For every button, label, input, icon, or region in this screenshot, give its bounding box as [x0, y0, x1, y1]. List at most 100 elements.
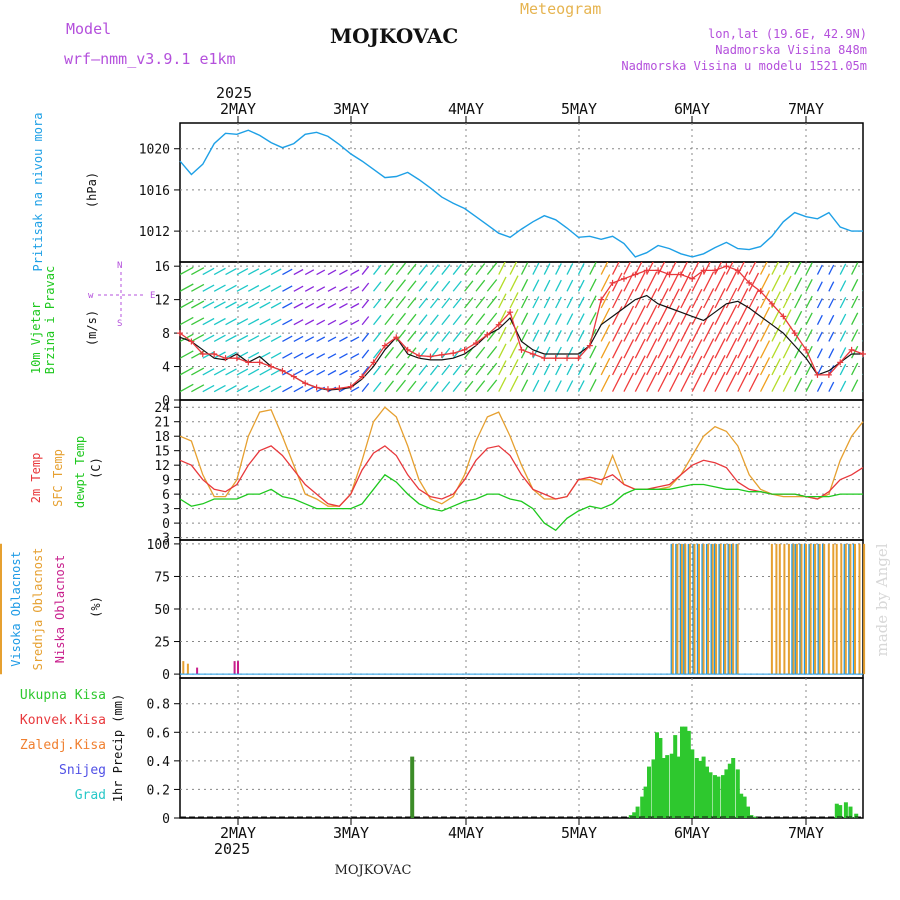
mid-cloud-bar [840, 543, 843, 675]
precip-bar [680, 726, 684, 818]
wind-arrow [543, 363, 551, 376]
wind-arrow [441, 364, 451, 376]
wind-arrow [361, 265, 370, 275]
precip-bar [848, 806, 853, 818]
mid-cloud-bar [693, 543, 696, 675]
precip-bar [632, 812, 637, 818]
wind-arrow [498, 310, 507, 326]
precip-bar [742, 796, 747, 818]
wind-arrow [395, 312, 407, 326]
wind-arrow [464, 297, 474, 309]
wind-arrow [282, 268, 293, 276]
wind-gust-marker [177, 330, 183, 337]
wind-arrow [373, 314, 382, 326]
wind-arrow [441, 347, 451, 359]
wind-arrow [680, 271, 692, 292]
wind-arrow [680, 262, 688, 275]
wind-arrow [851, 262, 859, 275]
wind-arrow [259, 284, 271, 292]
wind-arrow [623, 339, 635, 359]
x-tick-label-top: 7MAY [788, 100, 824, 118]
wind-arrow [236, 334, 249, 343]
wind-arrow [361, 316, 370, 326]
wind-arrow [532, 329, 540, 342]
y-tick-label: 0 [162, 517, 170, 532]
wind-arrow [259, 335, 271, 343]
wind-arrow [429, 364, 439, 376]
wind-arrow [509, 308, 519, 326]
mid-cloud-bar [778, 543, 781, 675]
wind-arrow [441, 381, 451, 393]
wind-arrow [816, 348, 823, 359]
wind-arrow [828, 298, 835, 309]
wind-arrow [794, 327, 803, 342]
wind-arrow [407, 347, 417, 359]
wind-arrow [350, 336, 360, 343]
cloud-side-label-2: Srednja Oblacnost [31, 548, 45, 671]
wind-arrow [452, 330, 462, 342]
wind-arrow [611, 322, 623, 342]
wind-arrow [771, 274, 781, 292]
wind-arrow [213, 317, 226, 326]
wind-arrow [839, 363, 847, 376]
mid-cloud-bar [818, 543, 821, 675]
wind-arrow [759, 357, 771, 376]
wind-gust-marker [393, 334, 400, 341]
wind-arrow [282, 369, 293, 376]
wind-arrow [532, 312, 540, 326]
wind-arrow [180, 367, 194, 376]
wind-arrow [293, 369, 304, 376]
wind-arrow [555, 363, 562, 376]
wind-gust-marker [632, 271, 639, 278]
wind-arrow [429, 314, 439, 326]
wind-arrow [498, 326, 507, 342]
wind-arrow [543, 279, 551, 292]
wind-arrow [805, 312, 813, 326]
wind-arrow [520, 279, 529, 292]
wind-arrow [418, 314, 428, 326]
precip-bar [694, 758, 699, 818]
wind-arrow [520, 362, 529, 376]
wind-arrow [543, 263, 551, 275]
wind-arrow [191, 367, 205, 376]
mid-cloud-bar [0, 543, 2, 675]
wind-arrow [475, 296, 486, 309]
wind-arrow [520, 295, 529, 309]
high-cloud-bar [848, 543, 851, 675]
y-tick-label: 3 [162, 503, 170, 518]
precip-bar [713, 775, 717, 818]
wind-arrow [532, 346, 540, 359]
wind-arrow [634, 305, 646, 326]
y-tick-label: 0 [162, 394, 170, 409]
wind-arrow [293, 386, 304, 393]
precip-bar [673, 735, 678, 818]
wind-arrow [532, 363, 540, 376]
wind-arrow [509, 359, 519, 376]
precip-bar [676, 756, 681, 818]
wind-arrow [600, 357, 611, 376]
wind-arrow [180, 300, 194, 309]
wind-arrow [634, 271, 646, 292]
wind-gust-marker [746, 279, 753, 286]
wind-arrow [714, 355, 726, 376]
low-cloud-bar [196, 667, 199, 675]
precip-bar [661, 758, 666, 818]
wind-arrow [498, 276, 507, 292]
wind-arrow [304, 319, 315, 326]
wind-arrow [520, 312, 529, 326]
wind-gust-marker [472, 340, 479, 347]
wind-arrow [304, 269, 315, 276]
wind-arrow [247, 268, 260, 276]
wind-gust-marker [211, 351, 218, 357]
wind-arrow [714, 304, 726, 326]
wind-arrow [555, 330, 562, 342]
wind-arrow [316, 269, 326, 276]
wind-gust-marker [324, 386, 331, 393]
wind-arrow [418, 381, 428, 393]
wind-arrow [816, 281, 823, 292]
wind-arrow [350, 302, 360, 309]
compass-north: N [117, 261, 122, 271]
x-tick-label-top: 6MAY [674, 100, 710, 118]
wind-arrow [373, 281, 382, 292]
wind-arrow [429, 331, 439, 342]
